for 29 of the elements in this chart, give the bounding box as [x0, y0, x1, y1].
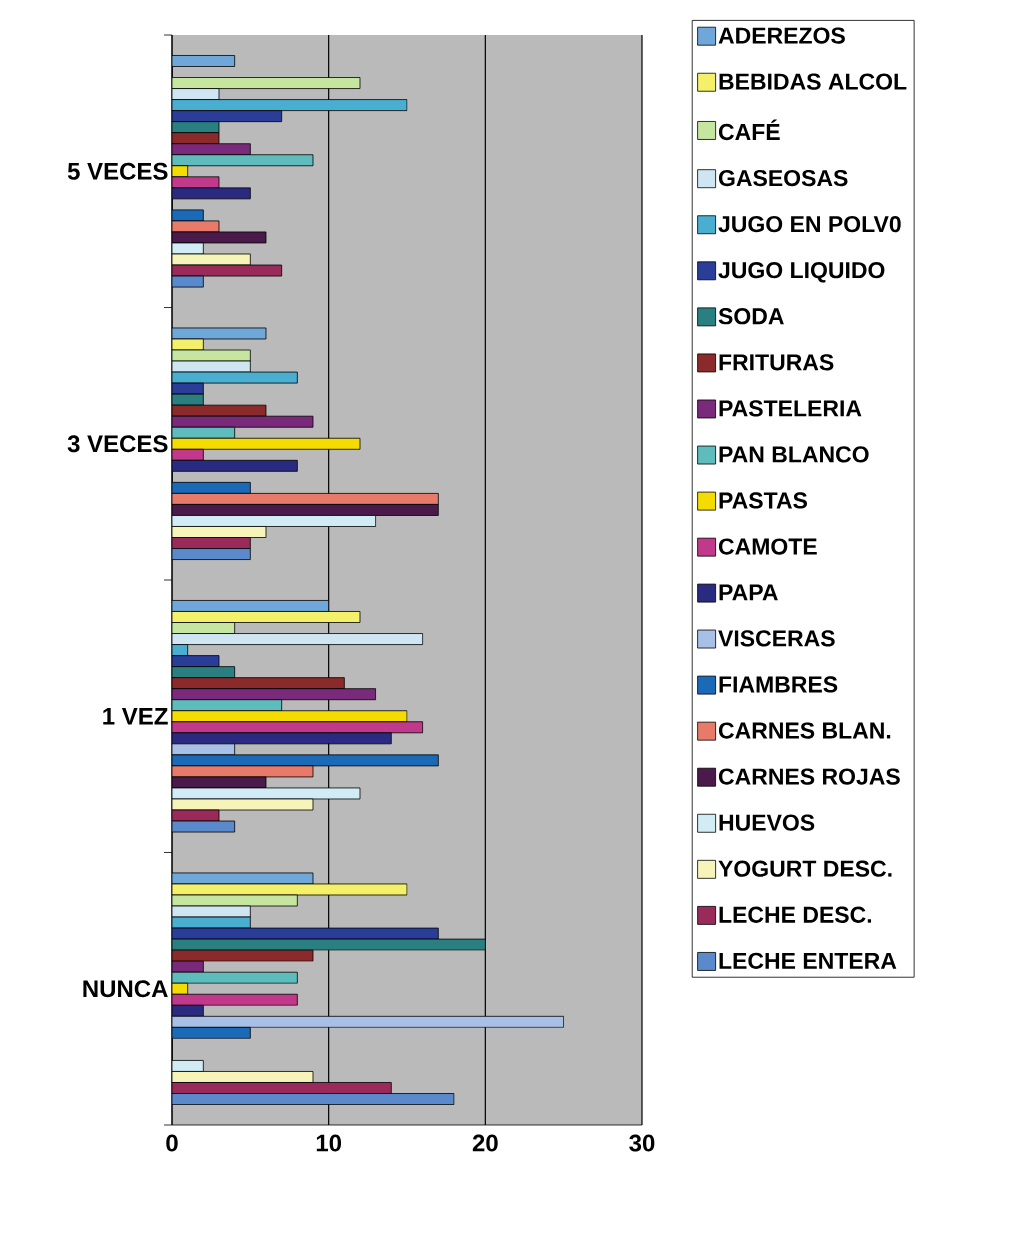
legend-label: BEBIDAS ALCOL — [719, 73, 907, 90]
legend-label: LECHE ENTERA — [719, 952, 897, 969]
x-tick-label: 30 — [629, 1134, 655, 1152]
y-tick-label: 5 VECES — [67, 162, 168, 180]
legend-label: VISCERAS — [718, 630, 835, 647]
x-tick-label: 10 — [316, 1134, 342, 1152]
x-tick-label: 20 — [472, 1134, 498, 1152]
legend-label: ADEREZOS — [718, 27, 845, 44]
legend-label: FRITURAS — [719, 354, 834, 371]
legend-label: CARNES ROJAS — [718, 768, 900, 785]
legend-label: SODA — [718, 308, 784, 325]
y-tick-label: NUNCA — [83, 980, 168, 998]
legend-label: CAFÉ — [718, 119, 780, 141]
legend-label: CARNES BLAN. — [718, 722, 891, 739]
legend-label: PAN BLANCO — [719, 446, 869, 463]
legend-label: HUEVOS — [719, 814, 815, 831]
legend-label: PASTELERIA — [719, 400, 862, 417]
y-tick-label: 1 VEZ — [103, 708, 168, 725]
legend-label: FIAMBRES — [719, 676, 838, 693]
legend-label: PASTAS — [719, 492, 807, 509]
legend-label: GASEOSAS — [718, 169, 848, 187]
legend-label: YOGURT DESC. — [718, 860, 892, 877]
legend-label: JUGO LIQUIDO — [718, 262, 885, 283]
x-tick-label: 0 — [166, 1134, 178, 1152]
legend-label: JUGO EN POLV0 — [718, 215, 901, 233]
legend-label: LECHE DESC. — [719, 906, 872, 923]
legend-label: CAMOTE — [718, 538, 817, 555]
legend-label: PAPA — [719, 584, 778, 601]
y-tick-label: 3 VECES — [67, 435, 168, 453]
